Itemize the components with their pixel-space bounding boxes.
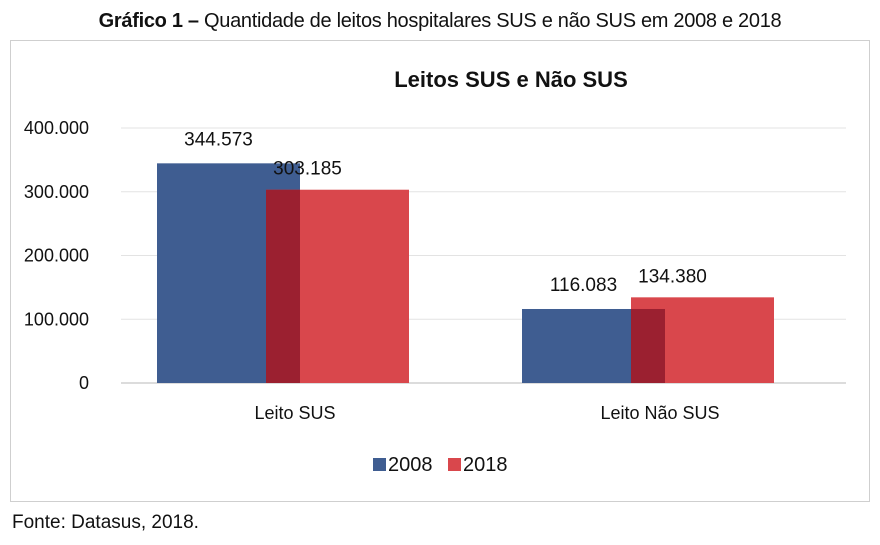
x-tick-label: Leito Não SUS bbox=[600, 403, 719, 423]
legend-label-2018: 2018 bbox=[463, 454, 508, 476]
chart-frame: Leitos SUS e Não SUS 0 100.000 200.000 300.… bbox=[10, 40, 870, 502]
data-labels: 344.573 303.185 116.083 134.380 bbox=[184, 129, 707, 296]
x-tick-label: Leito SUS bbox=[254, 403, 335, 423]
y-tick-label: 200.000 bbox=[24, 246, 89, 266]
data-label-2008: 116.083 bbox=[550, 275, 617, 296]
y-axis-ticks: 0 100.000 200.000 300.000 400.000 bbox=[24, 118, 89, 393]
legend-swatch-2018 bbox=[448, 458, 461, 471]
y-tick-label: 100.000 bbox=[24, 309, 89, 329]
legend-swatch-2008 bbox=[373, 458, 386, 471]
bar-chart: Leitos SUS e Não SUS 0 100.000 200.000 300.… bbox=[24, 67, 846, 476]
x-axis-ticks: Leito SUS Leito Não SUS bbox=[254, 403, 719, 423]
figure-caption-text: Quantidade de leitos hospitalares SUS e … bbox=[204, 10, 782, 32]
y-tick-label: 0 bbox=[79, 373, 89, 393]
bar-overlap bbox=[631, 308, 665, 383]
bars bbox=[157, 163, 774, 383]
legend: 2008 2018 bbox=[373, 454, 508, 476]
y-tick-label: 400.000 bbox=[24, 118, 89, 138]
y-tick-label: 300.000 bbox=[24, 182, 89, 202]
chart-title: Leitos SUS e Não SUS bbox=[394, 67, 628, 92]
figure-caption: Gráfico 1 – Quantidade de leitos hospita… bbox=[0, 10, 880, 33]
figure-caption-lead: Gráfico 1 – bbox=[98, 10, 199, 32]
bar-overlap bbox=[266, 189, 300, 383]
legend-label-2008: 2008 bbox=[388, 454, 433, 476]
data-label-2018: 134.380 bbox=[638, 266, 707, 287]
data-label-2018: 303.185 bbox=[273, 159, 342, 180]
source-note: Fonte: Datasus, 2018. bbox=[12, 512, 199, 533]
data-label-2008: 344.573 bbox=[184, 129, 253, 150]
